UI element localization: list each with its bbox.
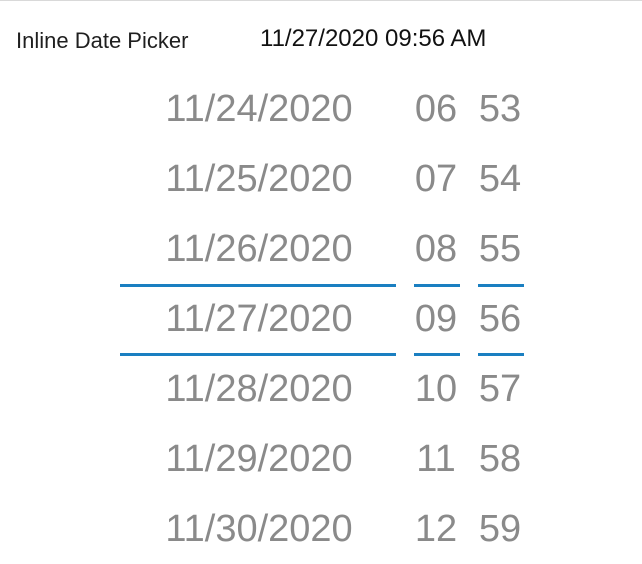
minute-item[interactable]: 55 <box>478 227 522 270</box>
minute-item[interactable]: 58 <box>478 437 522 480</box>
selected-datetime-value: 11/27/2020 09:56 AM <box>260 25 487 52</box>
minute-selection-bottom-line <box>478 353 524 356</box>
hour-wheel[interactable]: 06 07 08 09 10 11 12 <box>412 74 460 564</box>
date-wheel[interactable]: 11/24/2020 11/25/2020 11/26/2020 11/27/2… <box>120 74 398 564</box>
hour-item[interactable]: 07 <box>414 157 458 200</box>
hour-item[interactable]: 08 <box>414 227 458 270</box>
date-selection-bottom-line <box>120 353 396 356</box>
date-item[interactable]: 11/29/2020 <box>165 437 353 480</box>
date-selection-top-line <box>120 284 396 287</box>
hour-item[interactable]: 12 <box>414 507 458 550</box>
date-item[interactable]: 11/30/2020 <box>165 507 353 550</box>
minute-item[interactable]: 57 <box>478 367 522 410</box>
hour-selection-top-line <box>414 284 460 287</box>
date-item-selected[interactable]: 11/27/2020 <box>165 297 353 340</box>
hour-item-selected[interactable]: 09 <box>414 297 458 340</box>
date-item[interactable]: 11/28/2020 <box>165 367 353 410</box>
inline-date-picker-label: Inline Date Picker <box>16 28 189 53</box>
minute-item[interactable]: 54 <box>478 157 522 200</box>
hour-item[interactable]: 11 <box>416 437 456 480</box>
hour-item[interactable]: 10 <box>414 367 458 410</box>
minute-wheel[interactable]: 53 54 55 56 57 58 59 <box>476 74 524 564</box>
hour-selection-bottom-line <box>414 353 460 356</box>
top-divider <box>0 0 642 1</box>
minute-item[interactable]: 59 <box>478 507 522 550</box>
minute-selection-top-line <box>478 284 524 287</box>
hour-item[interactable]: 06 <box>414 87 458 130</box>
date-item[interactable]: 11/24/2020 <box>165 87 353 130</box>
date-item[interactable]: 11/26/2020 <box>165 227 353 270</box>
date-item[interactable]: 11/25/2020 <box>165 157 353 200</box>
minute-item[interactable]: 53 <box>478 87 522 130</box>
minute-item-selected[interactable]: 56 <box>478 297 522 340</box>
